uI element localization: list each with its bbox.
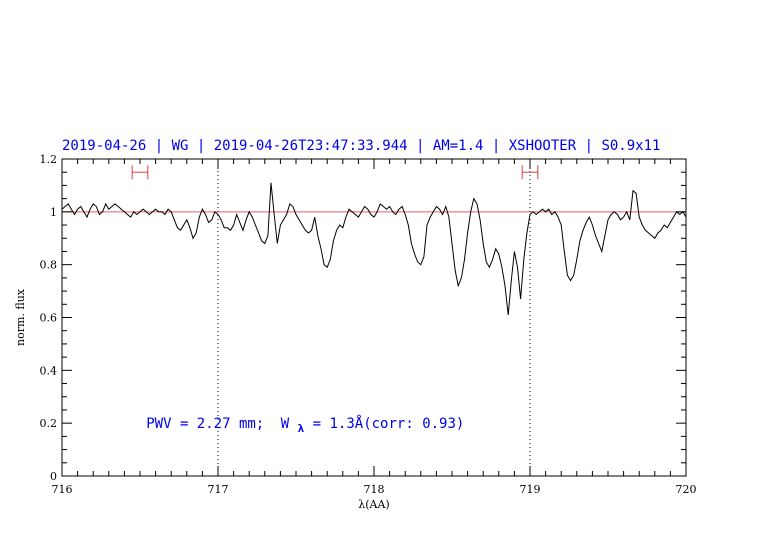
x-tick-label: 717 [208, 483, 229, 496]
y-tick-label: 0 [50, 470, 57, 483]
x-axis-label: λ(AA) [358, 498, 389, 511]
y-tick-label: 0.2 [40, 417, 58, 430]
x-tick-label: 720 [676, 483, 697, 496]
x-tick-label: 718 [364, 483, 385, 496]
spectrum-line [61, 182, 687, 315]
w-symbol: W [281, 416, 290, 432]
y-tick-label: 0.8 [40, 259, 58, 272]
tick-labels: 716 717 718 719 720 0 0.2 0.4 0.6 0.8 1 1.2 [40, 153, 697, 496]
y-tick-label: 0.6 [40, 312, 58, 325]
w-value-text: = 1.3Å(corr: 0.93) [313, 415, 465, 432]
range-marker [521, 165, 539, 180]
x-tick-label: 719 [520, 483, 541, 496]
pwv-text: PWV = 2.27 mm; [146, 416, 264, 432]
y-tick-label: 1 [50, 206, 57, 219]
y-axis-label: norm. flux [14, 288, 27, 346]
w-subscript: λ [298, 422, 305, 435]
chart-title: 2019-04-26 | WG | 2019-04-26T23:47:33.94… [62, 138, 660, 154]
axis-ticks [61, 158, 687, 477]
y-tick-label: 1.2 [40, 153, 58, 166]
y-tick-label: 0.4 [40, 364, 58, 377]
range-marker [131, 165, 149, 180]
pwv-annotation: PWV = 2.27 mm; W λ = 1.3Å(corr: 0.93) [146, 415, 464, 436]
x-tick-label: 716 [52, 483, 73, 496]
plot-area [61, 159, 687, 476]
